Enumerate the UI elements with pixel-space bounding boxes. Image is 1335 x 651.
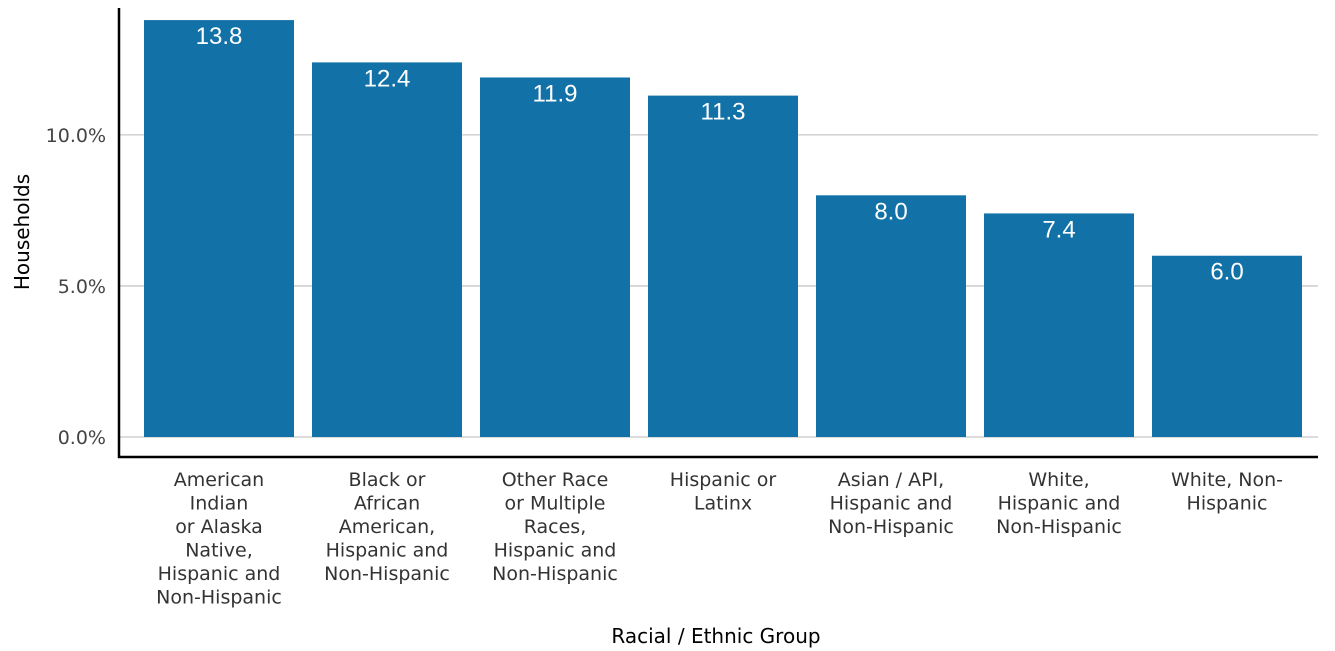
x-tick-label: White, Hispanic and Non-Hispanic — [996, 469, 1122, 538]
x-tick-label: Asian / API, Hispanic and Non-Hispanic — [828, 469, 954, 538]
bars — [144, 20, 1302, 438]
bar-value-label: 8.0 — [874, 198, 907, 225]
x-tick-label-line: Asian / API, — [838, 469, 944, 491]
bar — [1152, 255, 1302, 437]
bar — [144, 20, 294, 438]
x-tick-label-line: Other Race — [502, 469, 609, 491]
x-tick-label-line: Indian — [190, 493, 249, 515]
x-tick-label-line: or Multiple — [505, 493, 606, 515]
x-tick-label: Black or African American, Hispanic and Non-… — [324, 469, 450, 585]
bar — [816, 195, 966, 437]
x-tick-label: American Indian or Alaska Native, Hispanic a… — [156, 469, 282, 609]
bar — [480, 77, 630, 438]
x-tick-label-line: or Alaska — [175, 516, 263, 538]
x-tick-label-line: American, — [339, 516, 435, 538]
x-tick-label: White, Non-Hispanic — [1171, 469, 1283, 515]
x-tick-label-line: Non-Hispanic — [828, 516, 954, 538]
bar-value-label: 13.8 — [196, 23, 243, 50]
y-tick-label: 0.0% — [58, 427, 106, 449]
x-tick-label-line: Non-Hispanic — [156, 587, 282, 609]
x-tick-label-line: Hispanic — [1187, 493, 1268, 515]
x-tick-label-line: Hispanic and — [326, 540, 449, 562]
x-tick-label-line: White, Non- — [1171, 469, 1283, 491]
bar — [312, 62, 462, 438]
x-tick-label-line: African — [354, 493, 420, 515]
bar-value-label: 7.4 — [1042, 216, 1075, 243]
x-tick-label-line: Non-Hispanic — [996, 516, 1122, 538]
bar — [648, 95, 798, 438]
x-tick-label-line: Hispanic and — [998, 493, 1121, 515]
bar-value-label: 6.0 — [1210, 259, 1243, 286]
bar-value-label: 12.4 — [364, 65, 411, 92]
x-axis-category-labels: American Indian or Alaska Native, Hispanic a… — [156, 469, 1283, 609]
y-axis-title: Households — [10, 174, 34, 290]
x-tick-label-line: Hispanic and — [158, 563, 281, 585]
x-tick-label-line: Black or — [349, 469, 426, 491]
bar-value-label: 11.3 — [701, 99, 746, 126]
bar-value-labels: 13.8 12.4 11.9 11.3 8.0 7.4 6.0 — [196, 23, 1244, 286]
y-tick-label: 10.0% — [46, 125, 106, 147]
x-axis-title: Racial / Ethnic Group — [611, 624, 820, 648]
y-axis-tick-labels: 0.0% 5.0% 10.0% — [46, 125, 106, 449]
x-tick-label: Hispanic or Latinx — [670, 469, 777, 515]
x-tick-label-line: Non-Hispanic — [492, 563, 618, 585]
x-tick-label-line: Non-Hispanic — [324, 563, 450, 585]
x-tick-label-line: American — [174, 469, 264, 491]
x-tick-label-line: Hispanic or — [670, 469, 777, 491]
x-tick-label: Other Race or Multiple Races, Hispanic and N… — [492, 469, 618, 585]
y-tick-label: 5.0% — [58, 276, 106, 298]
x-tick-label-line: Native, — [185, 540, 253, 562]
bar-value-label: 11.9 — [533, 80, 578, 107]
bar — [984, 213, 1134, 437]
x-tick-label-line: Hispanic and — [494, 540, 617, 562]
x-tick-label-line: White, — [1028, 469, 1089, 491]
x-tick-label-line: Hispanic and — [830, 493, 953, 515]
x-tick-label-line: Races, — [524, 516, 587, 538]
x-tick-label-line: Latinx — [694, 493, 752, 515]
